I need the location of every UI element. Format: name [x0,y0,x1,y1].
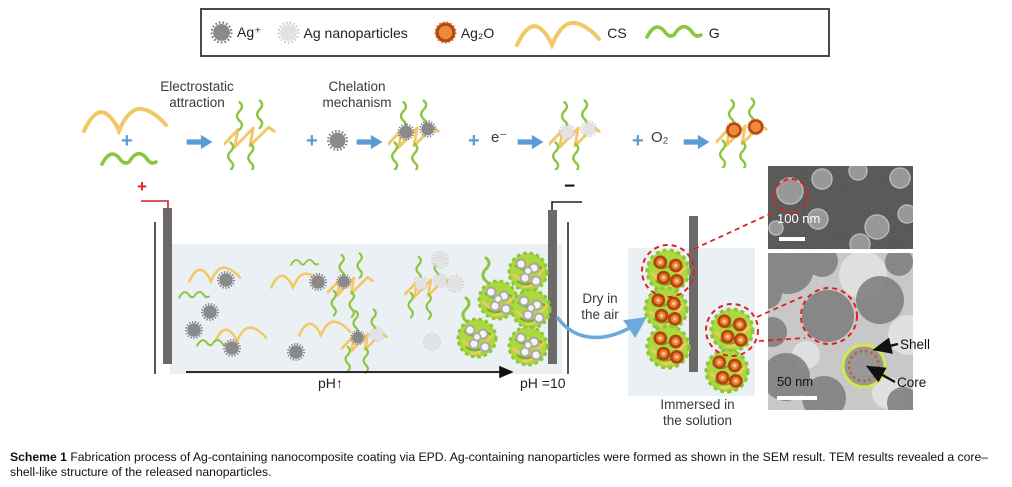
legend-item-silver-ion: Ag⁺ [210,21,262,44]
legend-label: CS [607,24,627,41]
shell-label: Shell [900,337,931,352]
gelatin-molecule [100,151,158,166]
chitosan-wave-icon [515,20,602,47]
caption-label: Scheme 1 [10,450,67,464]
core-label: Core [897,375,927,390]
legend-label: Ag₂O [460,24,495,41]
legend-box: Ag⁺ Ag nanoparticles Ag₂O CS G [200,8,830,57]
cathode-electrode [548,210,557,364]
sem-scale-label: 100 nm [777,211,821,226]
legend-label: G [708,24,720,41]
reaction-arrow [356,134,383,150]
caption-body: Fabrication process of Ag-containing nan… [10,450,989,479]
immersed-label: Immersed in the solution [660,397,735,428]
complex-with-silver-oxide [716,97,768,168]
tem-scale-label: 50 nm [777,374,814,389]
reaction-arrow [517,134,544,150]
silver-ion-icon [210,21,233,44]
cathode-wire [551,201,582,210]
reaction-arrow [186,134,213,150]
silver-ion-particle [327,130,348,151]
electron-label: e⁻ [491,129,508,146]
legend-label: Ag⁺ [237,24,262,40]
ph-final-label: pH =10 [520,375,566,391]
plus-sign: + [306,130,318,152]
plus-sign: + [632,130,644,152]
silver-oxide-icon [433,21,457,44]
oxygen-label: O₂ [651,129,669,146]
figure-caption: Scheme 1 Fabrication process of Ag-conta… [10,450,1008,479]
legend-item-silver-oxide: Ag₂O [433,21,495,44]
cathode-minus-sign: − [564,176,576,197]
tem-scale-bar [777,396,817,400]
gelatin-wave-icon [644,24,703,39]
suspension-contents [178,251,562,374]
step1-label: Electrostatic attraction [160,79,234,110]
complex-with-silver-ions [388,99,440,170]
anode-plus-sign: + [137,177,147,196]
plus-sign: + [121,130,133,152]
cs-g-complex [224,99,276,170]
legend-item-gelatin: G [644,23,720,43]
sem-scale-bar [779,237,805,241]
legend-item-silver-nanoparticle: Ag nanoparticles [276,21,408,44]
silver-nanoparticle-icon [276,21,300,44]
reaction-arrow [683,134,710,150]
step2-label: Chelation mechanism [322,79,392,110]
ph-gradient-label: pH↑ [318,375,343,391]
plus-sign: + [468,130,480,152]
complex-with-silver-nanoparticles [549,99,601,170]
legend-label: Ag nanoparticles [303,24,408,41]
anode-electrode [163,208,172,364]
legend-item-chitosan: CS [515,17,627,49]
